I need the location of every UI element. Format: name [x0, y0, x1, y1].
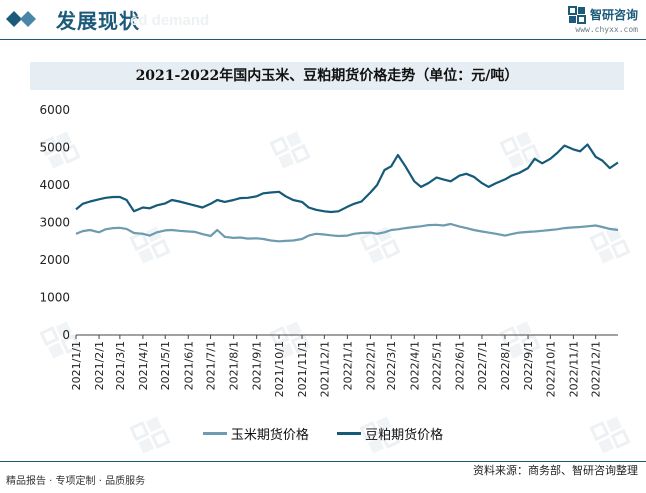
legend-label-corn: 玉米期货价格: [230, 428, 309, 443]
legend-swatch-soymeal: [337, 432, 362, 435]
legend: 玉米期货价格 豆粕期货价格: [0, 424, 646, 443]
y-tick-label: 1000: [39, 291, 70, 305]
brand-block: 智研咨询 www.chyxx.com: [567, 4, 638, 34]
x-tick-label: 2022/6/1: [454, 341, 467, 390]
x-axis: 2021/1/1 2021/2/1 2021/3/1 2021/4/1 2021/5/1…: [70, 334, 618, 397]
x-tick-label: 2022/7/1: [476, 341, 489, 390]
diamond-bullets-icon: [6, 11, 36, 27]
y-tick-label: 4000: [39, 178, 70, 192]
y-tick-label: 2000: [39, 253, 70, 267]
x-tick-label: 2021/12/1: [318, 341, 331, 397]
ghost-watermark-text: ed demand: [130, 12, 210, 29]
watermark-logo-icon: [499, 131, 541, 169]
x-tick-label: 2022/12/1: [590, 341, 603, 397]
y-tick-label: 5000: [39, 141, 70, 155]
watermark-logo-icon: [589, 416, 631, 454]
x-tick-label: 2022/5/1: [431, 341, 444, 390]
x-tick-label: 2022/4/1: [408, 341, 421, 390]
page-footer: 精品报告 · 专项定制 · 品质服务 资料来源：商务部、智研咨询整理: [0, 461, 646, 493]
chart-title: 2021-2022年国内玉米、豆粕期货价格走势（单位：元/吨）: [30, 62, 624, 90]
series-line-corn: [75, 222, 619, 243]
footer-rule: [0, 461, 646, 462]
watermark-logo-icon: [359, 416, 401, 454]
x-tick-label: 2021/10/1: [273, 341, 286, 397]
x-tick-label: 2022/2/1: [364, 341, 377, 390]
watermark-logo-icon: [269, 321, 311, 359]
x-tick-label: 2021/9/1: [251, 341, 264, 390]
watermark-logo-icon: [589, 226, 631, 264]
x-tick-label: 2022/9/1: [522, 341, 535, 390]
source-note: 资料来源：商务部、智研咨询整理: [473, 464, 638, 477]
y-tick-label: 0: [62, 328, 70, 342]
watermark-logo-icon: [39, 131, 81, 169]
x-tick-label: 2022/3/1: [385, 341, 398, 390]
footer-slogan: 精品报告 · 专项定制 · 品质服务: [6, 476, 146, 487]
x-tick-label: 2022/1/1: [341, 341, 354, 390]
legend-label-soymeal: 豆粕期货价格: [365, 428, 444, 443]
x-tick-label: 2021/7/1: [205, 341, 218, 390]
y-tick-label: 3000: [39, 216, 70, 230]
legend-item-corn: 玉米期货价格: [202, 424, 309, 443]
brand-name: 智研咨询: [589, 8, 638, 22]
x-tick-label: 2022/11/1: [567, 341, 580, 397]
series-layer: [75, 143, 619, 243]
line-chart: 0 1000 2000 3000 4000 5000 6000 2021/1/1 2021/2…: [39, 103, 631, 454]
y-axis: 0 1000 2000 3000 4000 5000 6000: [39, 103, 70, 342]
x-tick-label: 2021/1/1: [70, 341, 83, 390]
watermark-logo-icon: [359, 226, 401, 264]
watermark-logo-icon: [129, 416, 171, 454]
x-tick-label: 2021/4/1: [137, 341, 150, 390]
watermark-layer: [39, 131, 631, 454]
legend-swatch-corn: [202, 432, 227, 435]
x-tick-label: 2021/11/1: [296, 341, 309, 397]
header-rule: [0, 39, 646, 40]
brand-url: www.chyxx.com: [575, 24, 638, 34]
x-tick-label: 2021/8/1: [228, 341, 241, 390]
x-tick-label: 2021/2/1: [93, 341, 106, 390]
watermark-logo-icon: [39, 321, 81, 359]
x-tick-label: 2022/10/1: [544, 341, 557, 397]
x-tick-label: 2021/3/1: [114, 341, 127, 390]
x-tick-label: 2021/5/1: [159, 341, 172, 390]
watermark-logo-icon: [269, 131, 311, 169]
section-title: 发展现状: [56, 9, 140, 33]
brand-logo-icon: [567, 5, 586, 24]
x-tick-label: 2021/6/1: [182, 341, 195, 390]
x-tick-label: 2022/8/1: [499, 341, 512, 390]
page-header: 发展现状 ed demand 智研咨询 www.chyxx.com: [0, 0, 646, 40]
y-tick-label: 6000: [39, 103, 70, 117]
legend-item-soymeal: 豆粕期货价格: [337, 424, 443, 443]
series-line-soymeal: [75, 143, 619, 214]
